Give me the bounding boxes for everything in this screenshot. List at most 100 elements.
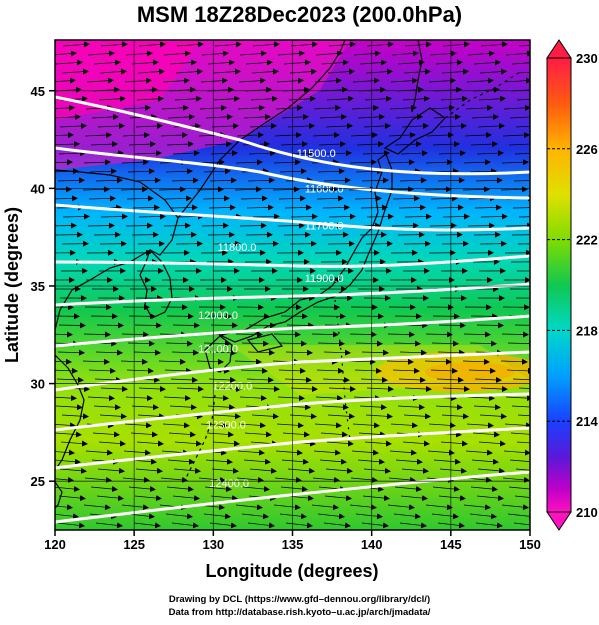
wind-arrow bbox=[95, 522, 123, 529]
wind-arrow bbox=[363, 122, 391, 129]
contour-label: 12300.0 bbox=[206, 419, 246, 431]
wind-arrow bbox=[290, 386, 318, 393]
wind-arrow bbox=[279, 340, 307, 347]
wind-arrow bbox=[429, 50, 457, 57]
wind-arrow bbox=[509, 116, 530, 119]
wind-arrow bbox=[137, 68, 165, 75]
wind-arrow bbox=[206, 431, 234, 438]
wind-arrow bbox=[503, 104, 530, 111]
wind-arrow bbox=[431, 168, 459, 175]
wind-arrow bbox=[160, 476, 188, 483]
wind-arrow bbox=[275, 449, 303, 456]
contour-label: 12400.0 bbox=[209, 478, 249, 490]
wind-arrow bbox=[235, 331, 263, 338]
wind-arrow bbox=[503, 449, 530, 456]
wind-arrow bbox=[84, 132, 112, 139]
wind-arrow bbox=[516, 441, 530, 444]
wind-arrow bbox=[500, 186, 528, 193]
wind-arrow bbox=[357, 458, 385, 465]
wind-arrow bbox=[442, 386, 470, 393]
wind-arrow bbox=[55, 59, 83, 66]
wind-arrow bbox=[351, 104, 379, 111]
wind-arrow bbox=[135, 122, 163, 129]
contour-label: 11500.0 bbox=[297, 148, 336, 160]
wind-arrow bbox=[476, 495, 504, 502]
chart-title: MSM 18Z28Dec2023 (200.0hPa) bbox=[136, 2, 463, 27]
wind-arrow bbox=[126, 367, 154, 374]
wind-arrow bbox=[85, 449, 113, 456]
wind-arrow bbox=[98, 95, 126, 102]
wind-arrow bbox=[273, 504, 301, 511]
wind-arrow bbox=[133, 522, 161, 529]
wind-arrow bbox=[241, 513, 269, 520]
x-tick-label: 150 bbox=[519, 537, 541, 552]
wind-arrow bbox=[391, 50, 419, 57]
wind-arrow bbox=[513, 180, 530, 182]
x-tick-label: 125 bbox=[123, 537, 145, 552]
coast-kyushu bbox=[204, 335, 233, 373]
wind-arrow bbox=[168, 431, 196, 438]
wind-arrow bbox=[283, 59, 311, 66]
wind-arrow bbox=[282, 431, 310, 438]
wind-arrow bbox=[172, 495, 200, 502]
wind-arrow bbox=[167, 113, 195, 120]
x-tick-label: 130 bbox=[202, 537, 224, 552]
wind-arrow bbox=[285, 522, 313, 529]
wind-arrow bbox=[196, 358, 224, 365]
wind-arrow bbox=[122, 476, 150, 483]
wind-arrow bbox=[468, 367, 496, 374]
wind-arrow bbox=[328, 386, 356, 393]
wind-arrow bbox=[55, 476, 74, 483]
wind-arrow bbox=[401, 122, 429, 129]
wind-arrow bbox=[360, 204, 388, 211]
x-axis-title: Longitude (degrees) bbox=[205, 561, 378, 581]
wind-arrow bbox=[464, 132, 492, 139]
wind-arrow bbox=[317, 340, 345, 347]
wind-arrow bbox=[127, 168, 155, 175]
wind-arrow bbox=[318, 141, 346, 148]
wind-arrow bbox=[404, 386, 432, 393]
wind-arrow bbox=[234, 358, 262, 365]
x-tick-label: 135 bbox=[282, 537, 304, 552]
wind-arrow bbox=[251, 68, 279, 75]
wind-arrow bbox=[479, 413, 507, 420]
wind-arrow bbox=[198, 476, 226, 483]
wind-arrow bbox=[466, 422, 494, 429]
wind-arrow bbox=[95, 349, 123, 356]
coast-kuril bbox=[444, 71, 521, 119]
wind-arrow bbox=[466, 77, 494, 84]
wind-arrow bbox=[432, 486, 460, 492]
wind-arrow bbox=[200, 77, 228, 84]
wind-arrow bbox=[359, 404, 387, 411]
wind-arrow bbox=[350, 132, 378, 139]
wind-arrow bbox=[176, 41, 204, 48]
wind-arrow bbox=[249, 122, 277, 129]
wind-arrow bbox=[210, 495, 238, 502]
wind-arrow bbox=[480, 213, 508, 220]
wind-arrow bbox=[83, 159, 111, 166]
wind-arrow bbox=[100, 213, 128, 220]
wind-arrow bbox=[431, 513, 459, 520]
wind-arrow bbox=[390, 422, 418, 429]
wind-arrow bbox=[127, 340, 155, 347]
wind-arrow bbox=[433, 113, 461, 120]
wind-arrow bbox=[508, 486, 530, 492]
wind-arrow bbox=[477, 467, 505, 474]
wind-arrow bbox=[361, 349, 389, 356]
wind-arrow bbox=[169, 59, 197, 66]
wind-arrow bbox=[284, 376, 312, 383]
wind-arrow bbox=[279, 168, 307, 175]
wind-arrow bbox=[203, 340, 231, 347]
wind-arrow bbox=[354, 367, 382, 374]
wind-arrow bbox=[470, 141, 498, 148]
wind-arrow bbox=[138, 386, 166, 393]
wind-arrow bbox=[325, 467, 353, 474]
wind-arrow bbox=[473, 404, 501, 411]
wind-arrow bbox=[475, 522, 503, 529]
colorbar-ticks: 230 226 222 218 214 210 bbox=[547, 51, 598, 520]
wind-arrow bbox=[328, 213, 356, 220]
wind-arrow bbox=[323, 522, 351, 529]
wind-arrow bbox=[55, 159, 73, 166]
wind-arrow bbox=[441, 413, 469, 420]
wind-arrow bbox=[55, 104, 75, 111]
